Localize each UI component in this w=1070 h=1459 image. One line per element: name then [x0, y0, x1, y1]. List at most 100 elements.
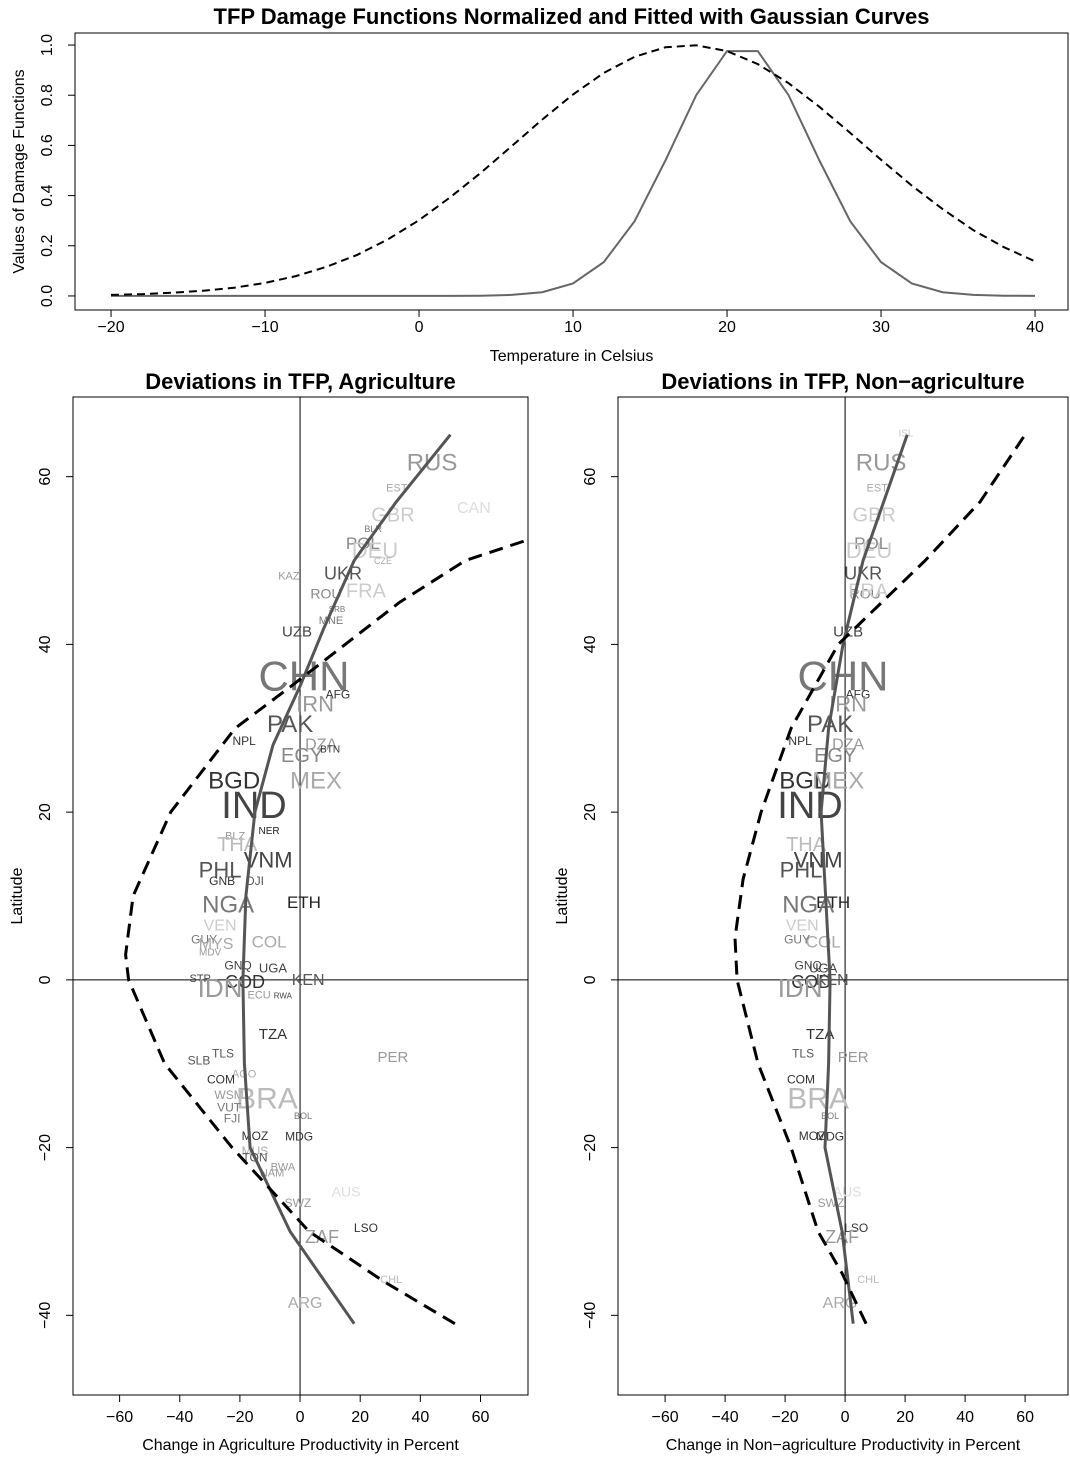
country-label: BGD	[208, 767, 260, 794]
x-axis-label: Change in Agriculture Productivity in Pe…	[142, 1437, 459, 1454]
country-label: THA	[786, 834, 827, 856]
y-tick-label: 40	[37, 635, 54, 653]
country-label: GUY	[784, 933, 810, 947]
country-label: SWZ	[285, 1196, 312, 1210]
country-label: IDN	[198, 973, 243, 1003]
country-label: PAK	[267, 711, 313, 738]
y-tick-label: −20	[582, 1134, 599, 1161]
x-tick-label: −60	[652, 1409, 679, 1426]
chart-title: Deviations in TFP, Agriculture	[145, 369, 456, 394]
x-tick-label: −20	[772, 1409, 799, 1426]
country-label: THA	[217, 834, 258, 856]
country-label: MEX	[812, 767, 864, 794]
y-tick-label: 0.6	[39, 134, 56, 156]
plot-frame	[617, 396, 1069, 1396]
country-label: MDV	[199, 948, 222, 959]
country-label: COL	[806, 932, 841, 951]
x-tick-label: 40	[956, 1409, 974, 1426]
y-tick-label: 0.4	[39, 184, 56, 206]
country-label: NAM	[260, 1168, 284, 1180]
country-label: GUY	[191, 933, 217, 947]
country-label: BTN	[320, 745, 340, 756]
y-tick-label: 0.0	[39, 285, 56, 307]
chart-title: Deviations in TFP, Non−agriculture	[661, 369, 1024, 394]
country-label: DJI	[246, 874, 264, 888]
country-label: COL	[252, 932, 287, 951]
country-label: ECU	[248, 990, 271, 1002]
country-label: COM	[787, 1073, 815, 1087]
country-label: BOL	[821, 1111, 839, 1121]
country-label: IDN	[778, 973, 823, 1003]
y-tick-label: −40	[582, 1302, 599, 1329]
country-label: WSM	[214, 1088, 243, 1102]
x-tick-label: 0	[841, 1409, 850, 1426]
country-label: TZA	[259, 1026, 287, 1043]
y-tick-label: 40	[582, 635, 599, 653]
curve	[111, 50, 1036, 297]
country-label: AUS	[833, 1184, 862, 1200]
y-tick-label: 0.2	[39, 235, 56, 257]
country-label: MOZ	[799, 1129, 826, 1143]
country-label: PHL	[199, 857, 242, 882]
x-tick-label: 40	[1026, 319, 1044, 336]
country-label: BOL	[294, 1111, 312, 1121]
x-tick-label: 40	[411, 1409, 429, 1426]
country-label: ZAF	[305, 1227, 339, 1247]
country-label: COD	[225, 972, 265, 992]
country-label: RUS	[407, 449, 458, 476]
x-tick-label: 10	[564, 319, 582, 336]
country-label: ISL	[898, 429, 913, 440]
y-tick-label: 20	[582, 803, 599, 821]
x-axis-label: Change in Non−agriculture Productivity i…	[666, 1437, 1021, 1454]
x-tick-label: 20	[896, 1409, 914, 1426]
country-label: VNM	[794, 847, 843, 872]
country-label: TLS	[792, 1047, 814, 1061]
country-label: UZB	[282, 624, 312, 641]
country-label: MOZ	[242, 1129, 269, 1143]
y-axis-label: Latitude	[9, 867, 26, 924]
y-tick-label: 60	[582, 468, 599, 486]
country-label: MNE	[319, 615, 343, 627]
country-label: GNQ	[224, 959, 251, 973]
country-label: COM	[207, 1073, 235, 1087]
y-tick-label: 1.0	[39, 34, 56, 56]
country-label: UGA	[259, 960, 288, 975]
country-label: COD	[791, 972, 831, 992]
country-label: ARG	[288, 1295, 323, 1312]
country-label: BWA	[271, 1162, 296, 1174]
country-label: FRA	[346, 581, 387, 603]
country-label: IRN	[296, 691, 334, 716]
country-label: BLZ	[225, 830, 245, 842]
x-tick-label: 60	[1016, 1409, 1034, 1426]
y-axis-label: Values of Damage Functions	[11, 69, 28, 273]
country-label: SWZ	[818, 1196, 845, 1210]
country-label: KEN	[816, 972, 849, 989]
country-label: TLS	[212, 1047, 234, 1061]
country-label: SRB	[329, 605, 345, 614]
country-label: NER	[259, 826, 280, 837]
x-tick-label: −40	[712, 1409, 739, 1426]
country-label: LSO	[844, 1221, 868, 1235]
country-label: CHL	[857, 1274, 879, 1286]
x-tick-label: 20	[351, 1409, 369, 1426]
country-label: NPL	[232, 734, 256, 748]
country-label: FJI	[224, 1111, 241, 1125]
country-label: DZA	[305, 736, 337, 753]
x-tick-label: 0	[296, 1409, 305, 1426]
country-label: CZE	[374, 556, 392, 566]
country-label: RWA	[274, 992, 293, 1001]
fitted-curve	[819, 434, 909, 1324]
country-label: STP	[190, 973, 211, 985]
x-axis-label: Temperature in Celsius	[490, 348, 654, 365]
country-label: PHL	[780, 857, 823, 882]
country-label: AUS	[332, 1184, 361, 1200]
country-label: MEX	[290, 767, 342, 794]
fitted-curve	[124, 538, 528, 1325]
country-label: GNQ	[795, 959, 822, 973]
plot-area: RUSESTGBRPOLDEUUKRROUFRAUZBCHNAFGIRNPAKN…	[618, 397, 1068, 1395]
x-tick-label: −20	[97, 319, 124, 336]
x-tick-label: −10	[251, 319, 278, 336]
country-label: BRA	[787, 1083, 849, 1116]
